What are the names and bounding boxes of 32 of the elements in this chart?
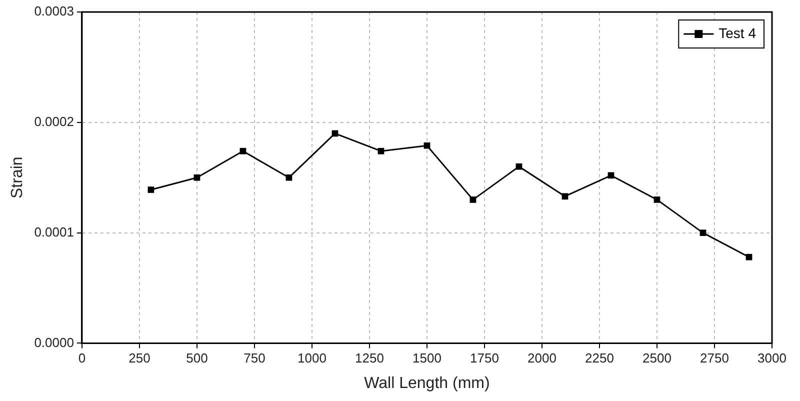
point: [746, 254, 752, 260]
point: [470, 196, 476, 203]
x-tick-label: 3000: [758, 350, 786, 366]
x-tick-label: 750: [244, 350, 266, 366]
x-tick-label: 2000: [528, 350, 556, 366]
x-tick-label: 1750: [470, 350, 499, 366]
x-tick-label: 1000: [298, 350, 326, 366]
y-tick-label: 0.0003: [34, 4, 74, 19]
legend-label: Test 4: [718, 24, 756, 41]
point: [424, 142, 430, 149]
x-tick-label: 0: [78, 350, 86, 366]
point: [378, 148, 384, 154]
point: [654, 196, 660, 203]
point: [700, 230, 706, 236]
point: [194, 174, 200, 181]
x-tick-label: 500: [186, 350, 208, 366]
y-tick-label: 0.0002: [34, 114, 74, 129]
y-tick-label: 0.0000: [34, 334, 74, 350]
x-tick-label: 1250: [355, 350, 384, 366]
y-axis-title: Strain: [9, 156, 26, 198]
x-tick-label: 250: [128, 350, 150, 366]
x-tick-label: 1500: [412, 350, 442, 366]
x-tick-label: 2250: [585, 350, 614, 366]
y-tick-label: 0.0001: [34, 224, 74, 240]
x-axis-title: Wall Length (mm): [364, 374, 490, 392]
x-tick-label: 2500: [642, 350, 672, 366]
point: [608, 172, 614, 179]
point: [240, 148, 246, 154]
point: [286, 174, 292, 181]
x-tick-label: 2750: [700, 350, 729, 366]
point: [148, 186, 154, 193]
point: [562, 193, 568, 200]
